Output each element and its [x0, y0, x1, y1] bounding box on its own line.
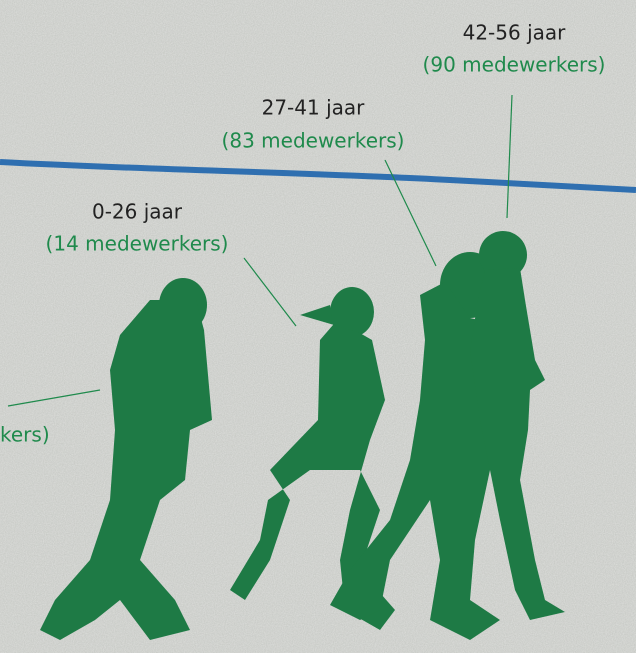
count-label: (83 medewerkers) — [222, 129, 405, 153]
count-label: kers) — [0, 423, 50, 447]
count-label: (14 medewerkers) — [46, 232, 229, 256]
age-label: 42-56 jaar — [463, 21, 567, 45]
infographic: 42-56 jaar (90 medewerkers) 27-41 jaar (… — [0, 0, 636, 653]
count-label: (90 medewerkers) — [423, 53, 606, 77]
age-label: 0-26 jaar — [92, 200, 183, 224]
age-label: 27-41 jaar — [262, 96, 366, 120]
